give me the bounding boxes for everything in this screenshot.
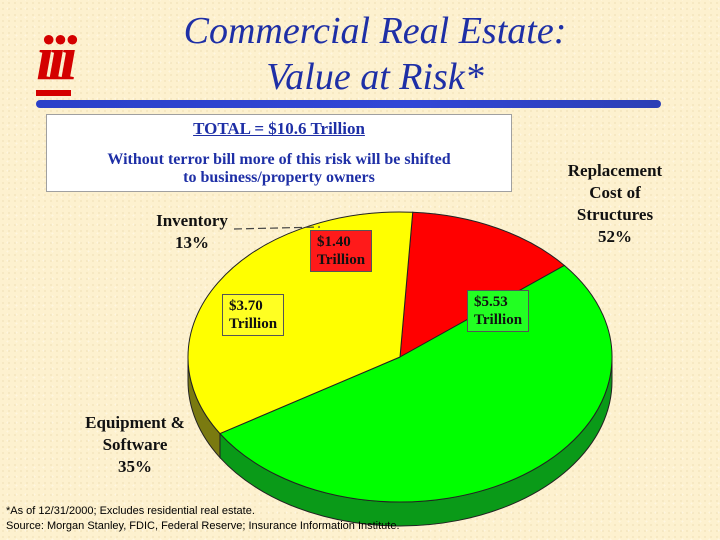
total-value: TOTAL = $10.6 Trillion xyxy=(193,119,365,138)
footnote-line-2: Source: Morgan Stanley, FDIC, Federal Re… xyxy=(6,520,400,532)
inventory-unit: Trillion xyxy=(317,252,366,268)
equipment-percent: 35% xyxy=(118,457,152,476)
source-footnote: *As of 12/31/2000; Excludes residential … xyxy=(6,504,400,534)
inventory-name: Inventory xyxy=(156,211,228,230)
title-line-2: Value at Risk* xyxy=(266,56,484,98)
replacement-slice-label: Replacement Cost of Structures 52% xyxy=(550,160,680,248)
callout-note-line-2: to business/property owners xyxy=(183,169,375,186)
equipment-slice-label: Equipment & Software 35% xyxy=(70,412,200,478)
iii-logo: iii xyxy=(36,26,77,96)
callout-note-line-1: Without terror bill more of this risk wi… xyxy=(107,151,451,168)
title-divider xyxy=(36,100,661,108)
title-line-1: Commercial Real Estate: xyxy=(183,10,567,52)
equipment-value-label: $3.70 Trillion xyxy=(222,294,285,336)
equipment-name-2: Software xyxy=(102,435,168,454)
replacement-name-3: Structures xyxy=(576,205,654,224)
inventory-leader-line xyxy=(233,226,321,230)
inventory-value-label: $1.40 Trillion xyxy=(310,230,373,272)
footnote-line-1: *As of 12/31/2000; Excludes residential … xyxy=(6,505,255,517)
total-callout-box: TOTAL = $10.6 Trillion Without terror bi… xyxy=(46,114,512,192)
inventory-value: $1.40 xyxy=(317,234,351,250)
replacement-percent: 52% xyxy=(598,227,632,246)
callout-note: Without terror bill more of this risk wi… xyxy=(47,151,511,187)
replacement-name-2: Cost of xyxy=(589,183,641,202)
inventory-percent: 13% xyxy=(175,233,209,252)
equipment-value: $3.70 xyxy=(229,298,263,314)
inventory-slice-label: Inventory 13% xyxy=(142,210,242,254)
equipment-unit: Trillion xyxy=(229,316,278,332)
replacement-unit: Trillion xyxy=(474,312,523,328)
replacement-name-1: Replacement xyxy=(567,161,663,180)
replacement-value-label: $5.53 Trillion xyxy=(467,290,530,332)
equipment-name-1: Equipment & xyxy=(85,413,185,432)
inventory-slice xyxy=(399,211,566,358)
page-title: Commercial Real Estate: Value at Risk* xyxy=(150,8,600,100)
replacement-value: $5.53 xyxy=(474,294,508,310)
